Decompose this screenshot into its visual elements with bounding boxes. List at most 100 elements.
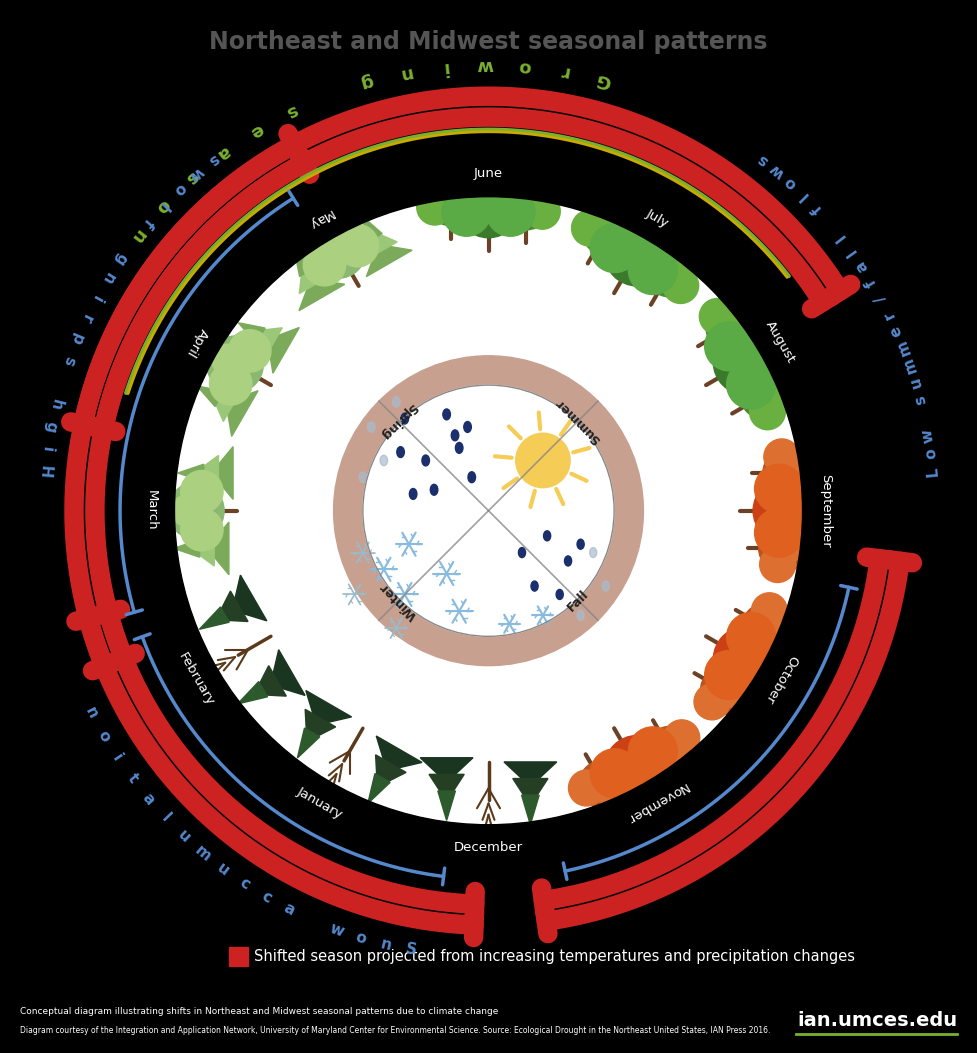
Text: March: March: [145, 491, 158, 531]
Text: February: February: [176, 651, 217, 708]
Text: p: p: [67, 332, 86, 347]
Circle shape: [718, 681, 744, 708]
Text: o: o: [152, 195, 174, 216]
Text: /: /: [872, 292, 888, 304]
Text: s: s: [182, 167, 202, 188]
Polygon shape: [233, 575, 267, 621]
Ellipse shape: [393, 397, 401, 408]
Ellipse shape: [380, 455, 388, 465]
Text: June: June: [474, 167, 503, 180]
Text: i: i: [109, 752, 125, 763]
Circle shape: [713, 330, 779, 395]
Text: November: November: [624, 779, 690, 826]
Text: u: u: [907, 375, 924, 390]
Circle shape: [171, 495, 202, 526]
Circle shape: [760, 547, 795, 582]
Text: c: c: [259, 889, 274, 907]
Circle shape: [513, 184, 539, 211]
Polygon shape: [361, 216, 382, 242]
Polygon shape: [268, 327, 299, 373]
Circle shape: [427, 178, 475, 225]
Polygon shape: [207, 522, 229, 575]
Text: r: r: [559, 62, 571, 81]
Circle shape: [594, 777, 619, 804]
Polygon shape: [254, 665, 286, 696]
Circle shape: [605, 735, 670, 801]
Circle shape: [760, 514, 795, 551]
Text: w: w: [327, 920, 346, 939]
Text: l: l: [832, 231, 848, 243]
Polygon shape: [504, 762, 557, 787]
Circle shape: [704, 651, 753, 699]
Circle shape: [660, 743, 687, 770]
Text: w: w: [919, 428, 937, 443]
Circle shape: [624, 759, 660, 795]
Circle shape: [727, 613, 776, 661]
Ellipse shape: [602, 581, 610, 591]
Text: a: a: [213, 141, 234, 163]
Text: l: l: [844, 245, 859, 258]
Text: f: f: [809, 201, 825, 216]
Text: a: a: [853, 258, 871, 275]
Polygon shape: [420, 758, 473, 782]
Text: Shifted season projected from increasing temperatures and precipitation changes: Shifted season projected from increasing…: [254, 949, 855, 965]
Circle shape: [647, 727, 695, 774]
Circle shape: [753, 478, 819, 543]
Ellipse shape: [360, 472, 366, 482]
Circle shape: [362, 385, 615, 636]
Circle shape: [486, 187, 535, 236]
Circle shape: [212, 344, 242, 376]
Circle shape: [624, 226, 660, 262]
Text: Northeast and Midwest seasonal patterns: Northeast and Midwest seasonal patterns: [209, 31, 768, 55]
Polygon shape: [305, 710, 336, 741]
Ellipse shape: [556, 590, 564, 599]
Polygon shape: [375, 755, 406, 787]
Circle shape: [333, 356, 644, 665]
Text: s: s: [755, 151, 771, 168]
Text: Conceptual diagram illustrating shifts in Northeast and Midwest seasonal pattern: Conceptual diagram illustrating shifts i…: [20, 1007, 498, 1016]
Text: s: s: [60, 354, 77, 367]
Ellipse shape: [401, 413, 408, 424]
Text: h: h: [47, 397, 64, 412]
Ellipse shape: [577, 539, 584, 550]
Circle shape: [525, 194, 560, 230]
Circle shape: [209, 362, 252, 405]
Text: g: g: [111, 251, 130, 267]
Text: o: o: [782, 174, 800, 192]
Circle shape: [600, 226, 635, 262]
Circle shape: [660, 253, 687, 279]
Ellipse shape: [531, 581, 538, 591]
Circle shape: [438, 180, 464, 206]
Polygon shape: [271, 650, 305, 695]
Polygon shape: [237, 681, 268, 703]
Polygon shape: [199, 607, 230, 630]
Circle shape: [582, 207, 630, 256]
Polygon shape: [438, 791, 455, 820]
Circle shape: [742, 603, 789, 651]
Polygon shape: [366, 230, 397, 259]
Text: April: April: [184, 325, 210, 359]
Text: m: m: [900, 355, 919, 375]
Text: l: l: [156, 199, 171, 213]
Circle shape: [759, 524, 807, 573]
Circle shape: [628, 245, 677, 295]
Circle shape: [734, 365, 769, 402]
Circle shape: [777, 535, 803, 561]
Text: Winter: Winter: [377, 579, 420, 622]
Circle shape: [727, 360, 776, 409]
Text: May: May: [305, 206, 335, 232]
Text: l: l: [797, 188, 811, 203]
Ellipse shape: [464, 421, 471, 433]
Circle shape: [758, 378, 785, 404]
Circle shape: [715, 326, 751, 362]
Text: Summer: Summer: [553, 396, 604, 446]
Polygon shape: [226, 391, 258, 436]
Ellipse shape: [409, 489, 417, 499]
Text: w: w: [477, 56, 493, 74]
Circle shape: [605, 220, 670, 286]
Text: t: t: [124, 771, 141, 787]
Text: g: g: [358, 72, 375, 93]
Text: m: m: [894, 338, 913, 358]
Polygon shape: [299, 279, 345, 311]
Circle shape: [754, 464, 804, 513]
